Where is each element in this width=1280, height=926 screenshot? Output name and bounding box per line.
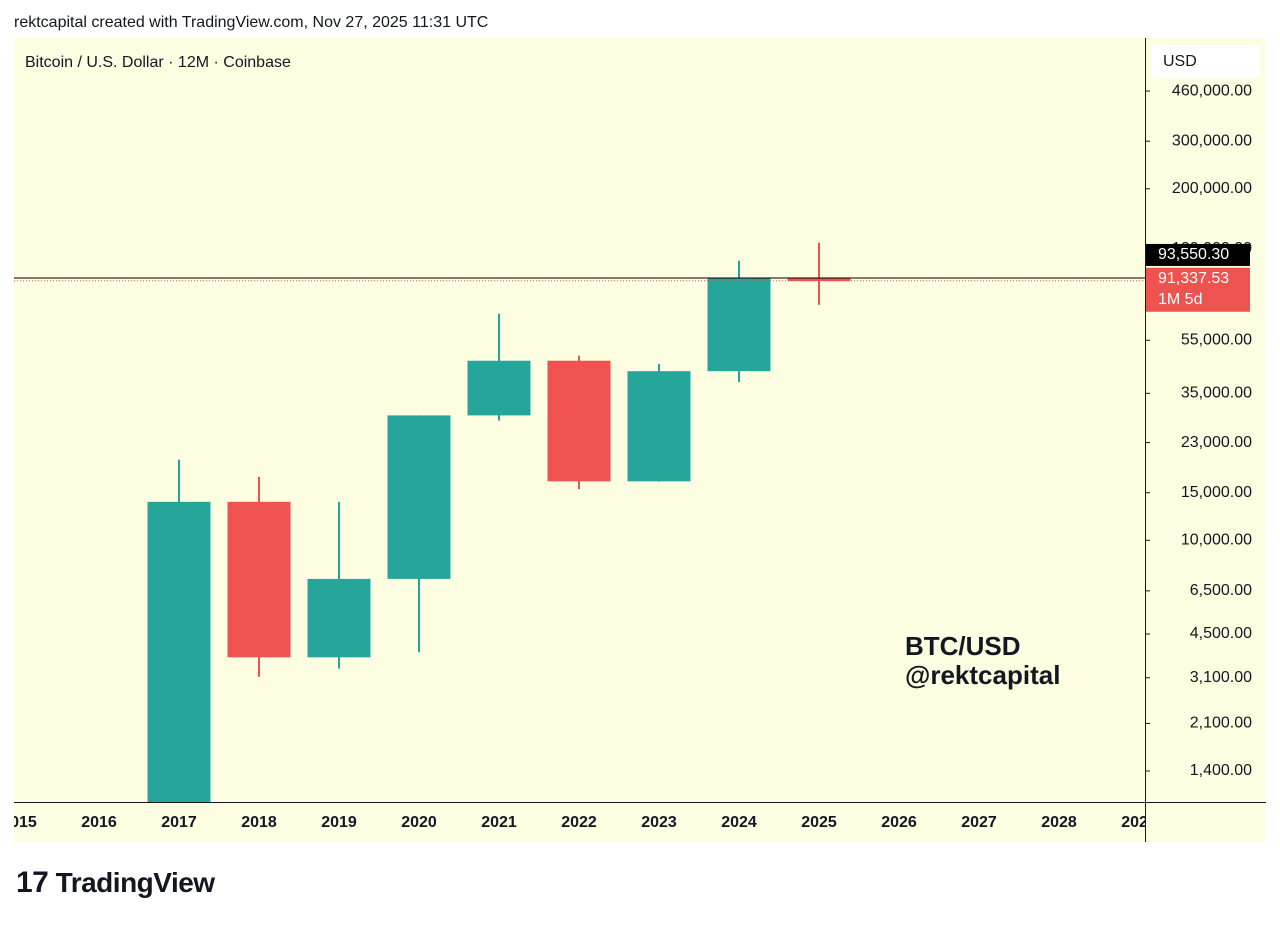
y-tick-label: 23,000.00 [1181,434,1252,451]
watermark: BTC/USD [905,631,1021,661]
y-tick-label: 10,000.00 [1181,532,1252,549]
y-tick-label: 200,000.00 [1172,180,1252,197]
brand-logo: 17 TradingView [16,866,215,900]
countdown-label: 1M 5d [1158,291,1202,308]
candle-body [627,371,691,482]
candle-body [387,415,451,579]
y-tick-label: 1,400.00 [1190,762,1252,779]
candle-body [467,360,531,416]
y-tick-label: 300,000.00 [1172,132,1252,149]
y-tick-label: 460,000.00 [1172,82,1252,99]
x-tick-label: 2029 [1121,814,1157,831]
price-label: 93,550.30 [1158,246,1229,263]
y-tick-label: 3,100.00 [1190,669,1252,686]
x-tick-label: 2017 [161,814,197,831]
y-tick-label: 15,000.00 [1181,484,1252,501]
y-axis: 460,000.00300,000.00200,000.00120,000.00… [1145,82,1252,779]
candle-body [147,501,211,802]
price-label-box [1146,243,1250,266]
x-tick-label: 2023 [641,814,677,831]
x-tick-label: 2024 [721,814,757,831]
candle-body [547,360,611,482]
x-tick-label: 2015 [1,814,37,831]
x-tick-label: 2016 [81,814,117,831]
currency-box[interactable] [1152,45,1260,78]
logo-text: TradingView [55,867,215,898]
x-tick-label: 2020 [401,814,437,831]
y-tick-label: 6,500.00 [1190,582,1252,599]
candle-body [227,501,291,658]
price-label: 91,337.53 [1158,270,1229,287]
x-tick-label: 2025 [801,814,837,831]
x-tick-label: 2019 [321,814,357,831]
y-tick-label: 4,500.00 [1190,625,1252,642]
price-labels: 93,550.30 91,337.53 1M 5d [1146,243,1250,312]
currency-label[interactable]: USD [1163,53,1197,70]
plot-area [14,242,1145,802]
x-axis: 2015 2016 2017 2018 2019 2020 2021 2022 2023 2024… [1,814,1157,831]
header-caption: rektcapital created with TradingView.com… [14,14,489,31]
candle-body [787,278,851,282]
y-tick-label: 35,000.00 [1181,385,1252,402]
x-tick-label: 2018 [241,814,277,831]
x-tick-label: 2026 [881,814,917,831]
symbol-title: Bitcoin / U.S. Dollar · 12M · Coinbase [25,54,291,71]
candle-body [307,578,371,658]
candle-body [707,278,771,372]
x-tick-label: 2027 [961,814,997,831]
price-label-box [1146,267,1250,312]
y-tick-label: 2,100.00 [1190,715,1252,732]
y-tick-label: 55,000.00 [1181,331,1252,348]
x-tick-label: 2022 [561,814,597,831]
x-tick-label: 2021 [481,814,517,831]
watermark: @rektcapital [905,660,1060,690]
logo-mark: 17 [16,866,49,899]
x-tick-label: 2028 [1041,814,1077,831]
